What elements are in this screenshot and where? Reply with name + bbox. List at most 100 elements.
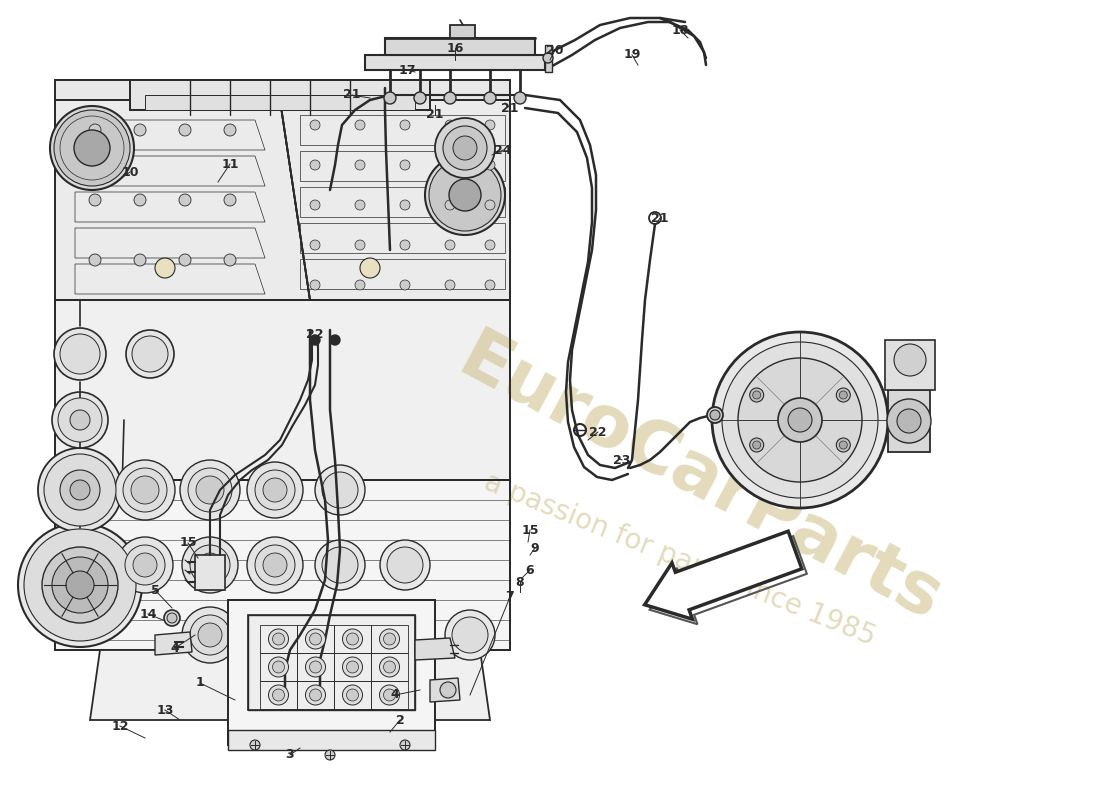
Circle shape — [89, 254, 101, 266]
Circle shape — [255, 615, 295, 655]
Circle shape — [324, 750, 336, 760]
Text: 16: 16 — [447, 42, 464, 54]
Circle shape — [224, 254, 236, 266]
Circle shape — [309, 661, 321, 673]
Circle shape — [752, 441, 761, 449]
Circle shape — [52, 557, 108, 613]
Circle shape — [132, 336, 168, 372]
Circle shape — [273, 633, 285, 645]
Polygon shape — [228, 600, 434, 745]
Circle shape — [50, 106, 134, 190]
Circle shape — [485, 240, 495, 250]
Circle shape — [134, 254, 146, 266]
Circle shape — [434, 118, 495, 178]
Text: 6: 6 — [526, 563, 535, 577]
Circle shape — [387, 617, 424, 653]
Circle shape — [379, 540, 430, 590]
Circle shape — [180, 460, 240, 520]
Polygon shape — [415, 638, 455, 660]
Circle shape — [712, 332, 888, 508]
Circle shape — [268, 657, 288, 677]
Circle shape — [306, 685, 326, 705]
Text: 21: 21 — [502, 102, 519, 114]
Circle shape — [167, 613, 177, 623]
Circle shape — [310, 335, 320, 345]
Circle shape — [155, 258, 175, 278]
Circle shape — [328, 623, 352, 647]
Circle shape — [485, 280, 495, 290]
Circle shape — [894, 344, 926, 376]
Circle shape — [379, 629, 399, 649]
Circle shape — [400, 280, 410, 290]
Circle shape — [355, 240, 365, 250]
Polygon shape — [645, 531, 802, 619]
Circle shape — [315, 540, 365, 590]
Circle shape — [255, 470, 295, 510]
Circle shape — [355, 120, 365, 130]
Text: 21: 21 — [651, 211, 669, 225]
Circle shape — [543, 53, 553, 63]
Circle shape — [42, 547, 118, 623]
Text: 3: 3 — [286, 749, 295, 762]
Polygon shape — [280, 100, 510, 300]
Circle shape — [248, 607, 302, 663]
Circle shape — [384, 661, 396, 673]
Circle shape — [839, 391, 847, 399]
Text: a passion for parts since 1985: a passion for parts since 1985 — [481, 469, 880, 651]
Circle shape — [355, 200, 365, 210]
Circle shape — [514, 92, 526, 104]
Polygon shape — [886, 340, 935, 390]
Circle shape — [453, 136, 477, 160]
Text: 12: 12 — [111, 719, 129, 733]
Circle shape — [310, 280, 320, 290]
Circle shape — [248, 537, 302, 593]
Text: 21: 21 — [343, 89, 361, 102]
Circle shape — [309, 633, 321, 645]
Polygon shape — [544, 45, 552, 72]
Polygon shape — [155, 632, 192, 655]
Circle shape — [355, 160, 365, 170]
Circle shape — [429, 159, 500, 231]
Circle shape — [752, 391, 761, 399]
Circle shape — [89, 124, 101, 136]
Circle shape — [268, 685, 288, 705]
Circle shape — [414, 92, 426, 104]
Circle shape — [379, 657, 399, 677]
Circle shape — [887, 399, 931, 443]
Circle shape — [179, 194, 191, 206]
Polygon shape — [145, 95, 415, 110]
Circle shape — [836, 438, 850, 452]
Text: 5: 5 — [151, 583, 160, 597]
Circle shape — [384, 92, 396, 104]
Circle shape — [312, 607, 368, 663]
Circle shape — [182, 537, 238, 593]
Circle shape — [123, 468, 167, 512]
Circle shape — [346, 633, 359, 645]
Circle shape — [116, 460, 175, 520]
Circle shape — [131, 476, 160, 504]
Circle shape — [268, 629, 288, 649]
Circle shape — [342, 685, 363, 705]
Circle shape — [446, 240, 455, 250]
Circle shape — [446, 160, 455, 170]
Circle shape — [342, 657, 363, 677]
Circle shape — [750, 388, 763, 402]
Text: 1: 1 — [196, 677, 205, 690]
Text: 17: 17 — [398, 63, 416, 77]
Circle shape — [60, 470, 100, 510]
Polygon shape — [280, 80, 510, 100]
Polygon shape — [195, 555, 226, 590]
Text: 10: 10 — [121, 166, 139, 178]
Circle shape — [788, 408, 812, 432]
Text: 15: 15 — [521, 523, 539, 537]
Polygon shape — [888, 390, 930, 452]
Circle shape — [384, 689, 396, 701]
Circle shape — [273, 661, 285, 673]
Circle shape — [44, 454, 116, 526]
Circle shape — [322, 472, 358, 508]
Circle shape — [330, 335, 340, 345]
Circle shape — [485, 200, 495, 210]
Circle shape — [309, 689, 321, 701]
Circle shape — [52, 392, 108, 448]
Circle shape — [310, 200, 320, 210]
